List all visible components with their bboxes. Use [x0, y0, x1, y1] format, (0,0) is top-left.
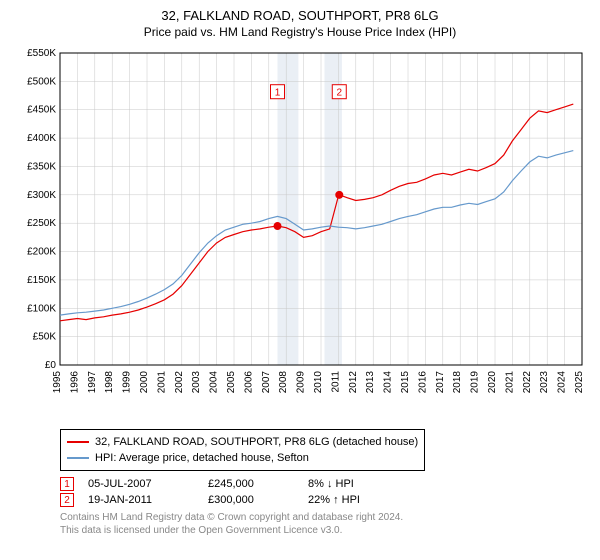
sale-delta-2: 22% ↑ HPI: [308, 494, 408, 506]
svg-text:2008: 2008: [278, 371, 289, 394]
sale-marker-2: 2: [60, 493, 74, 507]
svg-text:2010: 2010: [313, 371, 324, 394]
svg-text:£550K: £550K: [27, 48, 56, 59]
footer-line-2: This data is licensed under the Open Gov…: [60, 524, 580, 537]
sale-row-1: 1 05-JUL-2007 £245,000 8% ↓ HPI: [60, 477, 588, 491]
svg-text:2009: 2009: [296, 371, 307, 394]
footer-line-1: Contains HM Land Registry data © Crown c…: [60, 511, 580, 524]
svg-text:£500K: £500K: [27, 76, 56, 87]
svg-text:1997: 1997: [87, 371, 98, 394]
svg-text:1996: 1996: [69, 371, 80, 394]
svg-text:2015: 2015: [400, 371, 411, 394]
chart-subtitle: Price paid vs. HM Land Registry's House …: [12, 25, 588, 39]
sale-marker-1: 1: [60, 477, 74, 491]
svg-text:2002: 2002: [174, 371, 185, 394]
svg-text:£150K: £150K: [27, 275, 56, 286]
sale-delta-1: 8% ↓ HPI: [308, 478, 408, 490]
footer-note: Contains HM Land Registry data © Crown c…: [60, 511, 580, 537]
svg-text:2005: 2005: [226, 371, 237, 394]
svg-text:2016: 2016: [417, 371, 428, 394]
svg-text:2018: 2018: [452, 371, 463, 394]
svg-text:£200K: £200K: [27, 247, 56, 258]
chart-container: 32, FALKLAND ROAD, SOUTHPORT, PR8 6LG Pr…: [0, 0, 600, 560]
svg-text:£450K: £450K: [27, 105, 56, 116]
svg-text:£100K: £100K: [27, 303, 56, 314]
legend-swatch-property: [67, 441, 89, 443]
svg-text:2014: 2014: [383, 371, 394, 394]
svg-text:2007: 2007: [261, 371, 272, 394]
svg-text:1999: 1999: [122, 371, 133, 394]
svg-text:2004: 2004: [209, 371, 220, 394]
line-chart-svg: £0 £50K £100K £150K £200K £250K £300K £350K £400…: [12, 45, 588, 425]
svg-text:2001: 2001: [156, 371, 167, 394]
legend-swatch-hpi: [67, 457, 89, 459]
svg-text:£400K: £400K: [27, 133, 56, 144]
svg-text:1998: 1998: [104, 371, 115, 394]
sale-price-1: £245,000: [208, 478, 308, 490]
svg-text:£250K: £250K: [27, 218, 56, 229]
sales-table: 1 05-JUL-2007 £245,000 8% ↓ HPI 2 19-JAN…: [60, 477, 588, 507]
svg-text:2023: 2023: [539, 371, 550, 394]
legend-row-hpi: HPI: Average price, detached house, Seft…: [67, 450, 418, 466]
svg-text:2: 2: [336, 88, 342, 99]
svg-text:2000: 2000: [139, 371, 150, 394]
svg-text:£350K: £350K: [27, 161, 56, 172]
svg-text:1995: 1995: [52, 371, 63, 394]
svg-text:2003: 2003: [191, 371, 202, 394]
legend-box: 32, FALKLAND ROAD, SOUTHPORT, PR8 6LG (d…: [60, 429, 425, 471]
svg-text:2011: 2011: [330, 371, 341, 393]
svg-text:2020: 2020: [487, 371, 498, 394]
sale-price-2: £300,000: [208, 494, 308, 506]
svg-text:2012: 2012: [348, 371, 359, 394]
svg-text:£300K: £300K: [27, 190, 56, 201]
chart-title: 32, FALKLAND ROAD, SOUTHPORT, PR8 6LG: [12, 8, 588, 23]
svg-text:£0: £0: [45, 360, 57, 371]
svg-text:1: 1: [275, 88, 281, 99]
chart-plot-wrap: £0 £50K £100K £150K £200K £250K £300K £350K £400…: [12, 45, 588, 425]
svg-text:2019: 2019: [470, 371, 481, 394]
svg-text:2024: 2024: [557, 371, 568, 394]
svg-text:2022: 2022: [522, 371, 533, 394]
legend-label-property: 32, FALKLAND ROAD, SOUTHPORT, PR8 6LG (d…: [95, 434, 418, 450]
sale-row-2: 2 19-JAN-2011 £300,000 22% ↑ HPI: [60, 493, 588, 507]
sale-date-1: 05-JUL-2007: [88, 478, 208, 490]
svg-text:2013: 2013: [365, 371, 376, 394]
svg-text:2006: 2006: [243, 371, 254, 394]
legend-label-hpi: HPI: Average price, detached house, Seft…: [95, 450, 309, 466]
legend-row-property: 32, FALKLAND ROAD, SOUTHPORT, PR8 6LG (d…: [67, 434, 418, 450]
svg-text:2025: 2025: [574, 371, 585, 394]
sale-date-2: 19-JAN-2011: [88, 494, 208, 506]
svg-text:2017: 2017: [435, 371, 446, 394]
svg-text:2021: 2021: [504, 371, 515, 394]
svg-text:£50K: £50K: [33, 332, 57, 343]
